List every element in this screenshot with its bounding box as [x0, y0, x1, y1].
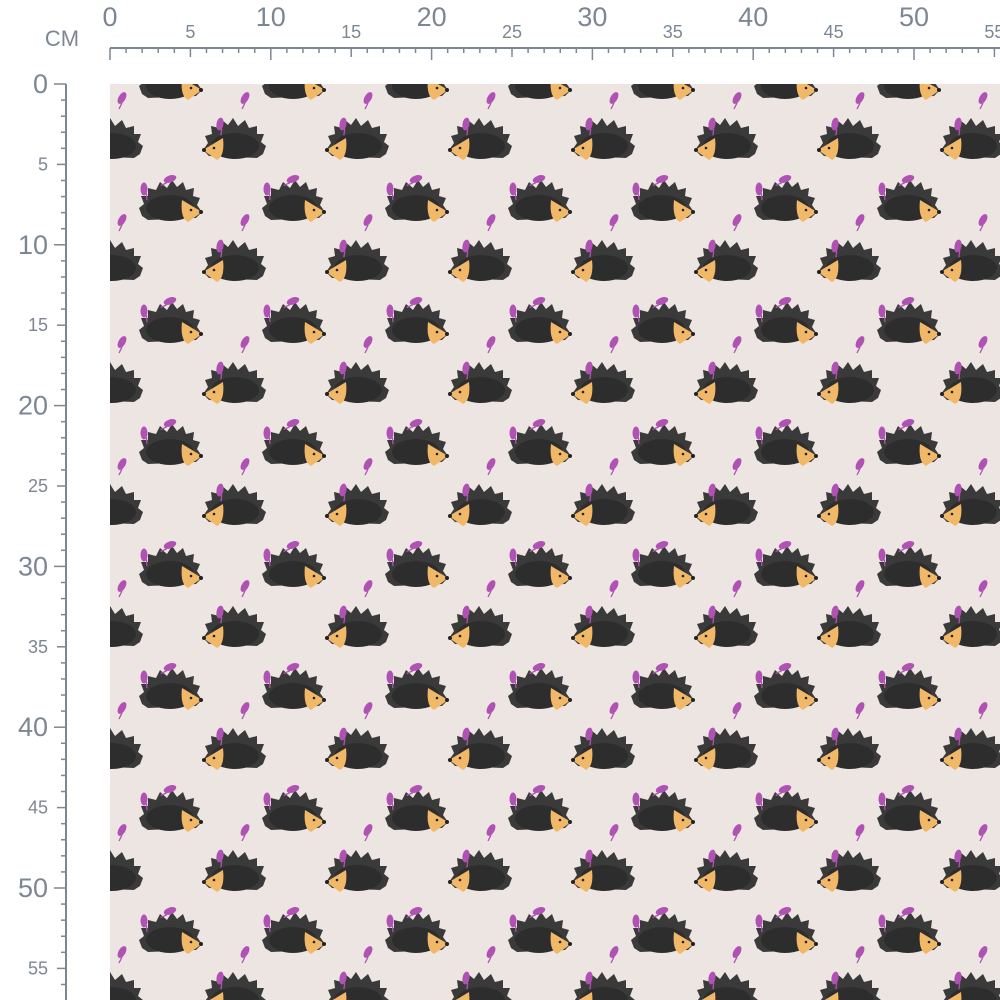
x-ruler-label: 30 — [577, 2, 607, 32]
y-ruler-label: 5 — [38, 154, 48, 174]
y-ruler-label: 15 — [28, 315, 48, 335]
y-ruler-label: 35 — [28, 637, 48, 657]
x-ruler-label: 20 — [417, 2, 447, 32]
x-ruler-label: 45 — [824, 22, 844, 42]
y-ruler-label: 0 — [33, 69, 48, 99]
ruler-unit: CM — [45, 26, 79, 51]
y-ruler-label: 10 — [18, 230, 48, 260]
fabric-swatch — [110, 84, 1000, 1000]
y-ruler-label: 25 — [28, 476, 48, 496]
x-ruler-label: 25 — [502, 22, 522, 42]
y-ruler-label: 40 — [18, 712, 48, 742]
ruler: 0 5 10 15 20 25 30 35 40 45 50 55 0 5 10 15 20 25 30 35 40 45… — [18, 2, 1000, 986]
x-ruler-label: 0 — [102, 2, 117, 32]
y-ruler-label: 20 — [18, 391, 48, 421]
y-ruler-label: 50 — [18, 873, 48, 903]
y-ruler-label: 30 — [18, 551, 48, 581]
x-ruler-label: 40 — [738, 2, 768, 32]
x-ruler-label: 15 — [341, 22, 361, 42]
x-ruler-label: 55 — [984, 22, 1000, 42]
x-ruler-label: 50 — [899, 2, 929, 32]
x-ruler-label: 35 — [663, 22, 683, 42]
y-ruler-label: 45 — [28, 798, 48, 818]
x-ruler-label: 10 — [256, 2, 286, 32]
x-ruler-label: 5 — [185, 22, 195, 42]
y-ruler-label: 55 — [28, 958, 48, 978]
